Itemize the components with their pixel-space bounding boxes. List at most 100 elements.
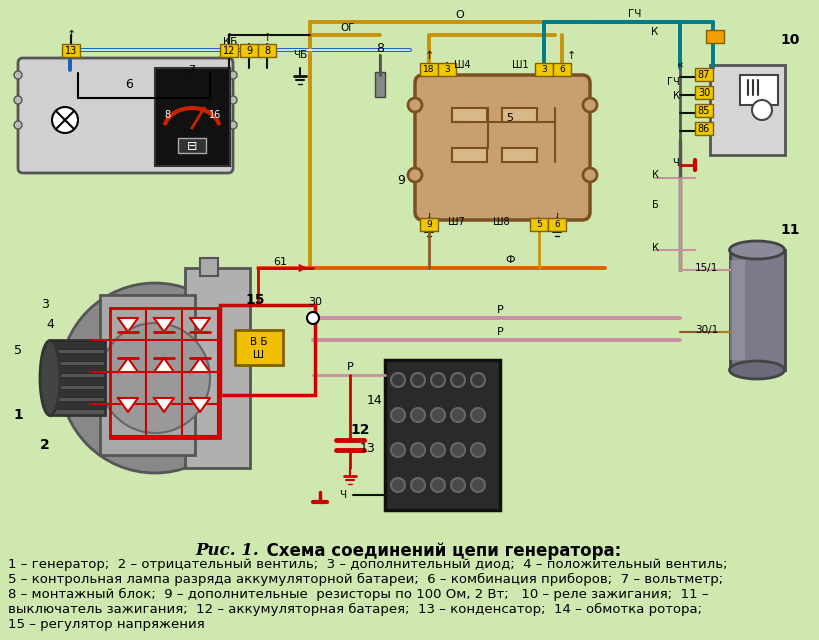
Text: 30/1: 30/1 bbox=[694, 325, 717, 335]
Bar bbox=[552, 63, 570, 76]
Circle shape bbox=[431, 443, 445, 457]
Text: Ш4: Ш4 bbox=[453, 60, 470, 70]
Text: ↑: ↑ bbox=[262, 33, 271, 43]
Polygon shape bbox=[154, 318, 174, 332]
Bar bbox=[258, 44, 276, 57]
Text: 8: 8 bbox=[164, 110, 170, 120]
Polygon shape bbox=[154, 398, 174, 412]
Bar bbox=[100, 295, 195, 455]
Circle shape bbox=[408, 98, 422, 112]
Bar bbox=[501, 108, 536, 122]
Text: 3: 3 bbox=[541, 65, 546, 74]
Bar bbox=[50, 353, 105, 361]
Text: Ф: Ф bbox=[505, 255, 514, 265]
Polygon shape bbox=[154, 358, 174, 372]
Text: О: О bbox=[455, 10, 464, 20]
Text: 8: 8 bbox=[264, 45, 269, 56]
Circle shape bbox=[431, 478, 445, 492]
Text: 5: 5 bbox=[536, 220, 541, 229]
Text: 10: 10 bbox=[780, 33, 799, 47]
Circle shape bbox=[229, 121, 237, 129]
Text: КБ: КБ bbox=[223, 37, 237, 47]
Bar bbox=[374, 72, 385, 97]
Bar bbox=[419, 63, 437, 76]
Circle shape bbox=[14, 121, 22, 129]
Circle shape bbox=[410, 373, 424, 387]
Text: выключатель зажигания;  12 – аккумуляторная батарея;  13 – конденсатор;  14 – об: выключатель зажигания; 12 – аккумуляторн… bbox=[8, 603, 701, 616]
Text: 1 – генератор;  2 – отрицательный вентиль;  3 – дополнительный диод;  4 – положи: 1 – генератор; 2 – отрицательный вентиль… bbox=[8, 558, 726, 571]
Bar bbox=[437, 63, 455, 76]
Circle shape bbox=[391, 478, 405, 492]
Text: 6: 6 bbox=[554, 220, 559, 229]
Circle shape bbox=[410, 443, 424, 457]
Text: 86: 86 bbox=[697, 124, 709, 134]
Circle shape bbox=[450, 478, 464, 492]
Text: 3: 3 bbox=[444, 65, 450, 74]
Text: 13: 13 bbox=[360, 442, 375, 454]
Circle shape bbox=[229, 96, 237, 104]
Circle shape bbox=[408, 168, 422, 182]
Bar bbox=[419, 218, 437, 231]
Text: 7: 7 bbox=[188, 65, 195, 75]
Bar bbox=[529, 218, 547, 231]
Bar bbox=[155, 68, 229, 166]
Text: Ш8: Ш8 bbox=[493, 217, 509, 227]
Bar bbox=[695, 86, 713, 99]
Text: ↑: ↑ bbox=[224, 33, 233, 43]
Text: 9: 9 bbox=[426, 220, 432, 229]
Text: К: К bbox=[651, 243, 658, 253]
Circle shape bbox=[582, 168, 596, 182]
Bar bbox=[200, 258, 218, 276]
Text: Ш: Ш bbox=[253, 350, 265, 360]
Circle shape bbox=[470, 443, 484, 457]
Text: 30: 30 bbox=[308, 297, 322, 307]
Text: 87: 87 bbox=[697, 70, 709, 79]
Text: К: К bbox=[672, 91, 679, 101]
Polygon shape bbox=[118, 318, 138, 332]
Bar bbox=[709, 65, 784, 155]
Ellipse shape bbox=[40, 340, 60, 415]
Text: 8: 8 bbox=[376, 42, 383, 54]
Text: 15/1: 15/1 bbox=[694, 263, 717, 273]
Bar bbox=[50, 389, 105, 397]
Text: 3: 3 bbox=[41, 298, 49, 312]
Text: ЧБ: ЧБ bbox=[292, 50, 307, 60]
Circle shape bbox=[391, 373, 405, 387]
Bar bbox=[50, 341, 105, 349]
Bar bbox=[501, 148, 536, 162]
Ellipse shape bbox=[729, 361, 784, 379]
Circle shape bbox=[431, 373, 445, 387]
Polygon shape bbox=[190, 318, 210, 332]
Bar bbox=[695, 104, 713, 117]
Text: 6: 6 bbox=[559, 65, 564, 74]
Text: 16: 16 bbox=[209, 110, 221, 120]
Text: Рис. 1.: Рис. 1. bbox=[195, 542, 258, 559]
Ellipse shape bbox=[729, 241, 784, 259]
Circle shape bbox=[52, 107, 78, 133]
Bar bbox=[50, 377, 105, 385]
Text: Ч: Ч bbox=[339, 490, 346, 500]
Text: ↓: ↓ bbox=[552, 213, 561, 223]
Text: 30: 30 bbox=[697, 88, 709, 97]
Bar bbox=[62, 44, 80, 57]
Text: 8 – монтажный блок;  9 – дополнительные  резисторы по 100 Ом, 2 Вт;   10 – реле : 8 – монтажный блок; 9 – дополнительные р… bbox=[8, 588, 708, 601]
Polygon shape bbox=[118, 358, 138, 372]
Bar bbox=[0, 530, 819, 640]
Text: 12: 12 bbox=[223, 45, 235, 56]
Text: 15: 15 bbox=[245, 293, 265, 307]
Bar bbox=[240, 44, 258, 57]
Bar bbox=[50, 340, 105, 415]
Text: Ш7: Ш7 bbox=[447, 217, 464, 227]
Circle shape bbox=[60, 283, 250, 473]
Text: В Б: В Б bbox=[250, 337, 268, 347]
Bar bbox=[739, 75, 777, 105]
Circle shape bbox=[470, 373, 484, 387]
Bar bbox=[451, 108, 486, 122]
Circle shape bbox=[582, 98, 596, 112]
Circle shape bbox=[431, 408, 445, 422]
Text: ГЧ: ГЧ bbox=[627, 9, 641, 19]
Text: Ч: Ч bbox=[672, 158, 678, 168]
Bar bbox=[729, 260, 744, 360]
Polygon shape bbox=[190, 358, 210, 372]
Text: ↓: ↓ bbox=[423, 213, 433, 223]
